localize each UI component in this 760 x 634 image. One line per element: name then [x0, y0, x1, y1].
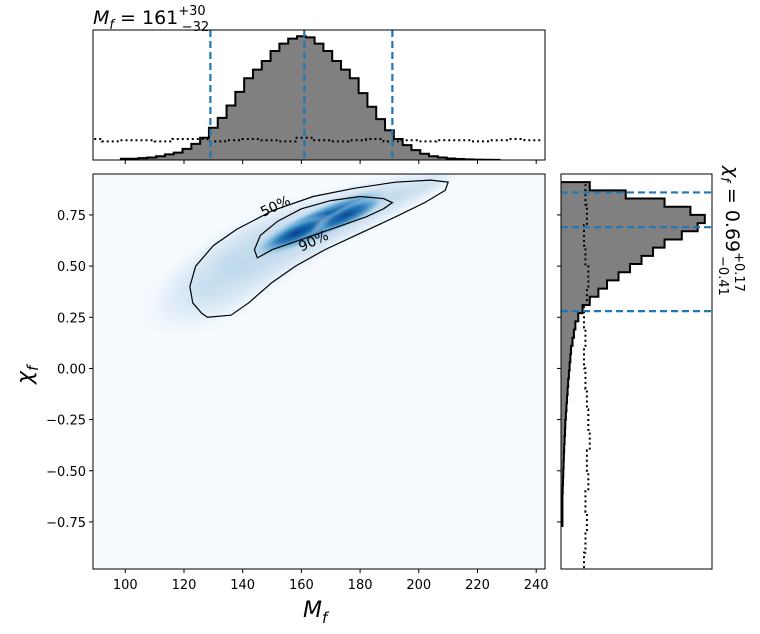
y-tick-label-3: 0.00 [57, 362, 86, 377]
right-y-ticks [557, 214, 561, 523]
joint-axes-frame [92, 173, 546, 570]
top-axes-frame [92, 29, 546, 161]
x-tick-label-4: 180 [348, 578, 373, 593]
top-marginal-panel: Mf = 161+30 −32 [92, 4, 546, 164]
contour-90-line [189, 179, 449, 318]
y-tick-label-2: 0.25 [57, 311, 86, 326]
right-posterior-histogram-edge [561, 181, 706, 528]
x-tick-label-0: 100 [113, 578, 138, 593]
x-tick-label-7: 240 [524, 578, 549, 593]
x-axis-label: Mf [303, 598, 330, 627]
density-halo-6 [386, 174, 463, 207]
right-posterior-histogram-fill [561, 182, 705, 527]
joint-x-ticks: 100 120 140 160 180 200 220 240 [113, 569, 549, 593]
right-prior-histogram [583, 184, 591, 569]
joint-y-ticks: 0.75 0.50 0.25 0.00 −0.25 −0.50 −0.75 [46, 209, 93, 531]
top-title: Mf = 161+30 −32 [93, 4, 209, 35]
right-title: χf = 0.69+0.17−0.41 [715, 165, 746, 296]
joint-panel: 50%90% 100 120 140 160 180 200 220 240 0.750.50… [13, 173, 549, 627]
density-core-1 [258, 213, 334, 254]
y-tick-label-6: −0.75 [46, 516, 86, 531]
joint-density-heatmap [135, 174, 466, 340]
x-tick-label-3: 160 [289, 578, 314, 593]
contour-50-line [253, 195, 394, 259]
y-axis-label: χf [13, 363, 42, 385]
right-axes-frame [560, 173, 713, 570]
x-tick-label-6: 220 [465, 578, 490, 593]
x-tick-label-5: 200 [406, 578, 431, 593]
top-posterior-histogram-edge [119, 35, 501, 160]
y-tick-label-1: 0.50 [57, 260, 86, 275]
top-x-ticks [124, 160, 537, 164]
right-credible-lines [561, 191, 712, 313]
density-core-2 [310, 195, 386, 235]
y-tick-label-5: −0.50 [46, 465, 86, 480]
right-marginal-panel: χf = 0.69+0.17−0.41 [557, 165, 746, 570]
top-posterior-histogram-fill [120, 36, 500, 160]
x-tick-label-2: 140 [230, 578, 255, 593]
y-tick-label-0: 0.75 [57, 209, 86, 224]
x-tick-label-1: 120 [172, 578, 197, 593]
y-tick-label-4: −0.25 [46, 414, 86, 429]
